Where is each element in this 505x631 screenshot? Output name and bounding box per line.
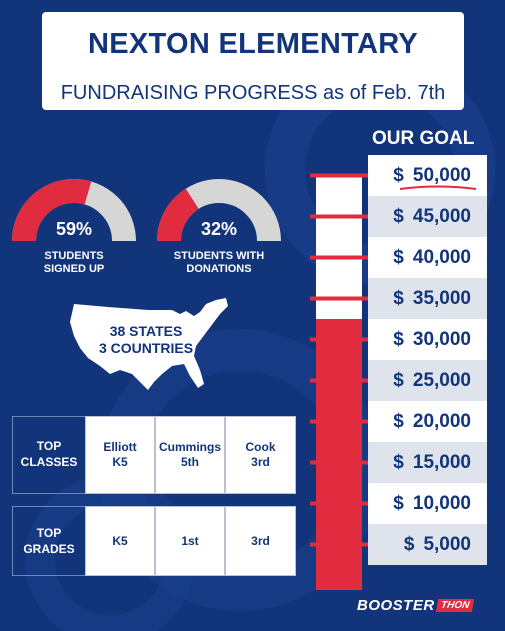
gauge-signed-up-value: 59% — [55, 219, 93, 239]
map-stats-text: 38 STATES 3 COUNTRIES — [84, 323, 208, 357]
top-grade-2: 1st — [155, 506, 225, 576]
goal-level-45000: $45,000 — [368, 196, 487, 237]
top-classes-label: TOP CLASSES — [20, 439, 78, 469]
goal-level-25000: $25,000 — [368, 360, 487, 401]
top-class-2: Cummings 5th — [155, 416, 225, 494]
map-countries: 3 COUNTRIES — [98, 340, 194, 356]
goal-level-10000: $10,000 — [368, 483, 487, 524]
goal-level-5000: $5,000 — [368, 524, 487, 565]
goal-level-35000: $35,000 — [368, 278, 487, 319]
gauge-donations-value: 32% — [200, 219, 238, 239]
goal-level-40000: $40,000 — [368, 237, 487, 278]
gauge-signed-up-arc — [12, 179, 136, 242]
page-subtitle: FUNDRAISING PROGRESS as of Feb. 7th — [60, 82, 446, 104]
goal-level-20000: $20,000 — [368, 401, 487, 442]
boosterthon-logo: BOOSTER THON — [357, 597, 475, 614]
goal-level-50000: $50,000 — [368, 155, 487, 196]
thermometer-fill — [316, 319, 362, 590]
page-title: NEXTON ELEMENTARY — [87, 28, 419, 60]
top-class-3: Cook 3rd — [225, 416, 296, 494]
goal-heading: OUR GOAL — [372, 128, 475, 149]
map-states: 38 STATES — [109, 323, 183, 339]
gauge-signed-up-label: STUDENTS SIGNED UP — [43, 250, 105, 275]
goal-underline-mark — [399, 185, 477, 190]
top-grade-1: K5 — [85, 506, 155, 576]
top-class-1: Elliott K5 — [85, 416, 155, 494]
goal-levels: $50,000 $45,000 $40,000 $35,000 $30,000 … — [368, 155, 487, 567]
top-grade-3: 3rd — [225, 506, 296, 576]
header-card: NEXTON ELEMENTARY FUNDRAISING PROGRESS a… — [42, 12, 464, 110]
us-map-icon — [70, 298, 228, 390]
gauge-donations-arc — [157, 179, 281, 242]
goal-level-15000: $15,000 — [368, 442, 487, 483]
fundraising-thermometer — [310, 170, 372, 590]
gauge-donations-label: STUDENTS WITH DONATIONS — [173, 250, 265, 275]
goal-level-30000: $30,000 — [368, 319, 487, 360]
top-grades-label: TOP GRADES — [23, 526, 75, 556]
